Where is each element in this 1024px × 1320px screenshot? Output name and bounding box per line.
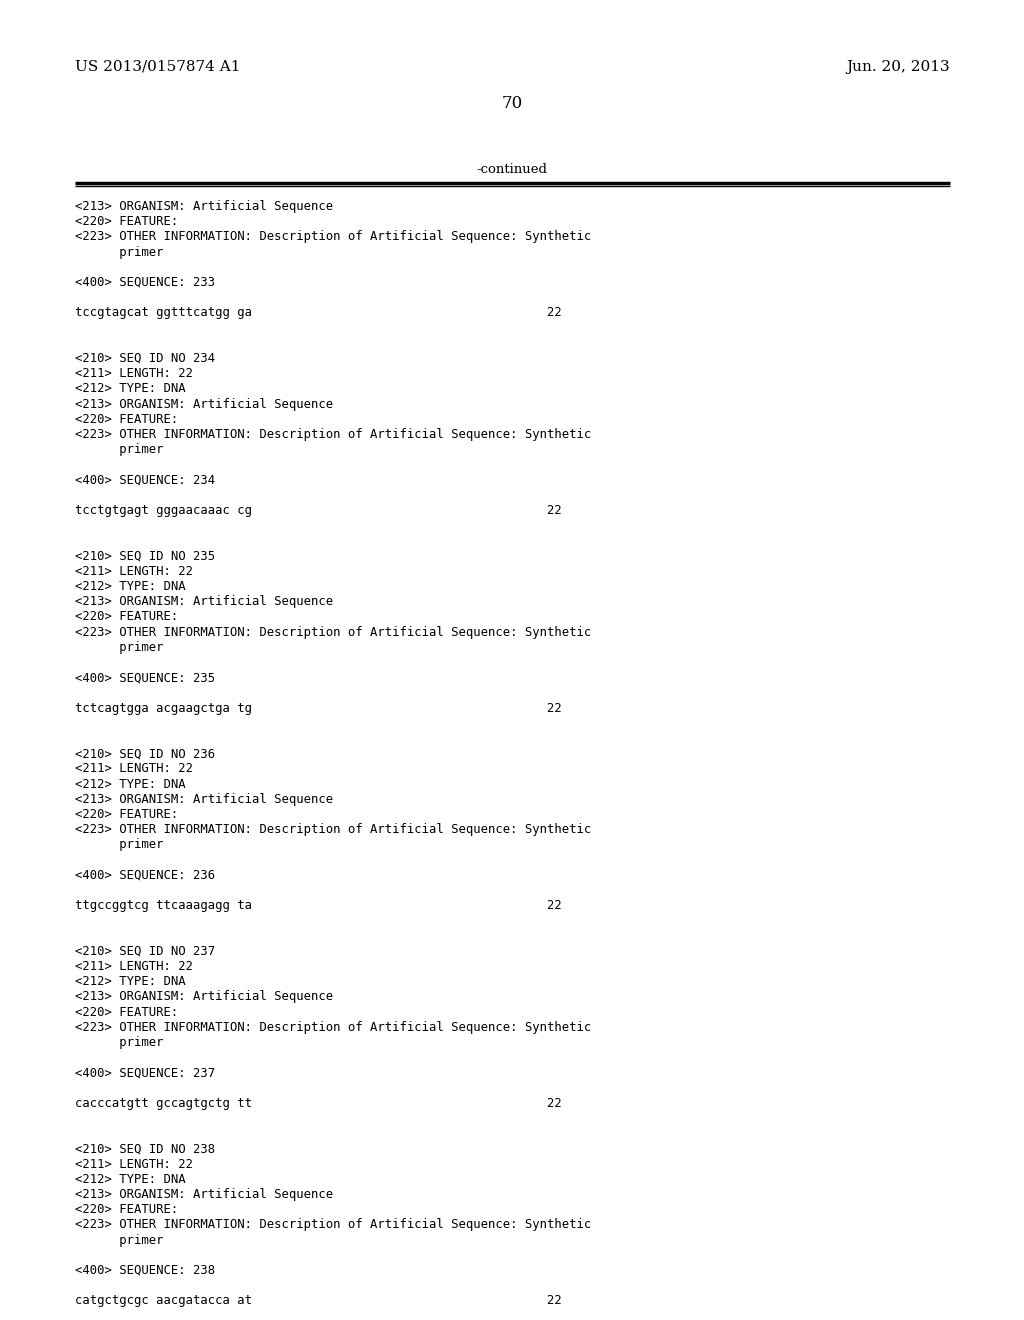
- Text: <212> TYPE: DNA: <212> TYPE: DNA: [75, 579, 185, 593]
- Text: primer: primer: [75, 1036, 164, 1049]
- Text: cacccatgtt gccagtgctg tt                                        22: cacccatgtt gccagtgctg tt 22: [75, 1097, 562, 1110]
- Text: <220> FEATURE:: <220> FEATURE:: [75, 1006, 178, 1019]
- Text: <400> SEQUENCE: 236: <400> SEQUENCE: 236: [75, 869, 215, 882]
- Text: <400> SEQUENCE: 237: <400> SEQUENCE: 237: [75, 1067, 215, 1080]
- Text: <220> FEATURE:: <220> FEATURE:: [75, 1204, 178, 1216]
- Text: <213> ORGANISM: Artificial Sequence: <213> ORGANISM: Artificial Sequence: [75, 793, 333, 805]
- Text: <210> SEQ ID NO 236: <210> SEQ ID NO 236: [75, 747, 215, 760]
- Text: <213> ORGANISM: Artificial Sequence: <213> ORGANISM: Artificial Sequence: [75, 201, 333, 213]
- Text: <213> ORGANISM: Artificial Sequence: <213> ORGANISM: Artificial Sequence: [75, 990, 333, 1003]
- Text: <212> TYPE: DNA: <212> TYPE: DNA: [75, 383, 185, 396]
- Text: <212> TYPE: DNA: <212> TYPE: DNA: [75, 1172, 185, 1185]
- Text: <223> OTHER INFORMATION: Description of Artificial Sequence: Synthetic: <223> OTHER INFORMATION: Description of …: [75, 428, 591, 441]
- Text: -continued: -continued: [476, 162, 548, 176]
- Text: <213> ORGANISM: Artificial Sequence: <213> ORGANISM: Artificial Sequence: [75, 595, 333, 609]
- Text: <400> SEQUENCE: 238: <400> SEQUENCE: 238: [75, 1265, 215, 1276]
- Text: <210> SEQ ID NO 238: <210> SEQ ID NO 238: [75, 1142, 215, 1155]
- Text: tccgtagcat ggtttcatgg ga                                        22: tccgtagcat ggtttcatgg ga 22: [75, 306, 562, 319]
- Text: <223> OTHER INFORMATION: Description of Artificial Sequence: Synthetic: <223> OTHER INFORMATION: Description of …: [75, 1218, 591, 1232]
- Text: primer: primer: [75, 246, 164, 259]
- Text: <220> FEATURE:: <220> FEATURE:: [75, 413, 178, 426]
- Text: <220> FEATURE:: <220> FEATURE:: [75, 808, 178, 821]
- Text: <400> SEQUENCE: 234: <400> SEQUENCE: 234: [75, 474, 215, 487]
- Text: <211> LENGTH: 22: <211> LENGTH: 22: [75, 565, 193, 578]
- Text: <211> LENGTH: 22: <211> LENGTH: 22: [75, 1158, 193, 1171]
- Text: <220> FEATURE:: <220> FEATURE:: [75, 610, 178, 623]
- Text: primer: primer: [75, 1234, 164, 1246]
- Text: catgctgcgc aacgatacca at                                        22: catgctgcgc aacgatacca at 22: [75, 1295, 562, 1307]
- Text: <400> SEQUENCE: 235: <400> SEQUENCE: 235: [75, 671, 215, 684]
- Text: tcctgtgagt gggaacaaac cg                                        22: tcctgtgagt gggaacaaac cg 22: [75, 504, 562, 517]
- Text: <210> SEQ ID NO 237: <210> SEQ ID NO 237: [75, 945, 215, 958]
- Text: US 2013/0157874 A1: US 2013/0157874 A1: [75, 59, 241, 74]
- Text: primer: primer: [75, 444, 164, 457]
- Text: <212> TYPE: DNA: <212> TYPE: DNA: [75, 777, 185, 791]
- Text: <211> LENGTH: 22: <211> LENGTH: 22: [75, 367, 193, 380]
- Text: <210> SEQ ID NO 235: <210> SEQ ID NO 235: [75, 549, 215, 562]
- Text: <211> LENGTH: 22: <211> LENGTH: 22: [75, 960, 193, 973]
- Text: 70: 70: [502, 95, 522, 112]
- Text: <210> SEQ ID NO 234: <210> SEQ ID NO 234: [75, 352, 215, 366]
- Text: <213> ORGANISM: Artificial Sequence: <213> ORGANISM: Artificial Sequence: [75, 397, 333, 411]
- Text: <211> LENGTH: 22: <211> LENGTH: 22: [75, 763, 193, 775]
- Text: ttgccggtcg ttcaaagagg ta                                        22: ttgccggtcg ttcaaagagg ta 22: [75, 899, 562, 912]
- Text: <213> ORGANISM: Artificial Sequence: <213> ORGANISM: Artificial Sequence: [75, 1188, 333, 1201]
- Text: <220> FEATURE:: <220> FEATURE:: [75, 215, 178, 228]
- Text: <223> OTHER INFORMATION: Description of Artificial Sequence: Synthetic: <223> OTHER INFORMATION: Description of …: [75, 626, 591, 639]
- Text: primer: primer: [75, 640, 164, 653]
- Text: <223> OTHER INFORMATION: Description of Artificial Sequence: Synthetic: <223> OTHER INFORMATION: Description of …: [75, 824, 591, 836]
- Text: <400> SEQUENCE: 233: <400> SEQUENCE: 233: [75, 276, 215, 289]
- Text: <212> TYPE: DNA: <212> TYPE: DNA: [75, 975, 185, 989]
- Text: Jun. 20, 2013: Jun. 20, 2013: [847, 59, 950, 74]
- Text: <223> OTHER INFORMATION: Description of Artificial Sequence: Synthetic: <223> OTHER INFORMATION: Description of …: [75, 231, 591, 243]
- Text: <223> OTHER INFORMATION: Description of Artificial Sequence: Synthetic: <223> OTHER INFORMATION: Description of …: [75, 1020, 591, 1034]
- Text: primer: primer: [75, 838, 164, 851]
- Text: tctcagtgga acgaagctga tg                                        22: tctcagtgga acgaagctga tg 22: [75, 702, 562, 714]
